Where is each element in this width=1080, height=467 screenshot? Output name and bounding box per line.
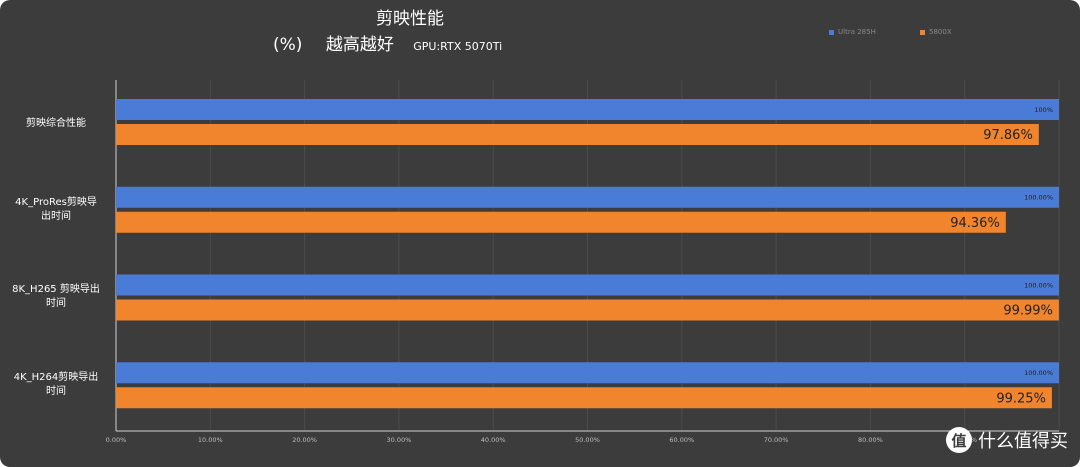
bar-series-2-cat-2 xyxy=(116,211,1006,233)
data-label-series-1-cat-3: 100.00% xyxy=(1024,281,1053,289)
category-label-1-line-1: 剪映综合性能 xyxy=(26,118,86,129)
category-label-4: 4K_H264剪映导出 时间 xyxy=(4,371,108,399)
bar-series-1-cat-2 xyxy=(116,186,1059,208)
category-label-2: 4K_ProRes剪映导 出时间 xyxy=(4,196,108,224)
bar-series-1-cat-1 xyxy=(116,99,1059,120)
data-label-series-2-cat-1: 97.86% xyxy=(983,128,1033,143)
category-label-3-line-2: 时间 xyxy=(46,298,66,309)
data-label-series-1-cat-2: 100.00% xyxy=(1024,194,1053,202)
x-tick-label-9: 80.00% xyxy=(858,436,883,444)
x-tick-label-7: 60.00% xyxy=(669,436,694,444)
x-tick-label-8: 70.00% xyxy=(764,436,789,444)
watermark-logo: 值 xyxy=(946,427,972,453)
category-label-3-line-1: 8K_H265 剪映导出 xyxy=(12,284,100,295)
subtitle-note: 越高越好 xyxy=(325,35,394,55)
watermark-text: 什么值得买 xyxy=(978,431,1068,452)
legend-item-series-1: Ultra 285H xyxy=(829,28,876,36)
bar-series-1-cat-3 xyxy=(116,274,1059,296)
legend-swatch-series-1 xyxy=(829,29,834,35)
subtitle-unit: (%) xyxy=(273,35,303,55)
legend-label-series-2: 5800X xyxy=(929,28,952,36)
gpu-note: GPU:RTX 5070Ti xyxy=(413,40,503,53)
watermark: 值 什么值得买 xyxy=(946,427,1068,453)
category-label-4-line-1: 4K_H264剪映导出 xyxy=(13,372,99,383)
category-label-4-line-2: 时间 xyxy=(46,386,66,397)
category-label-2-line-2: 出时间 xyxy=(41,211,71,222)
bar-series-2-cat-4 xyxy=(116,387,1052,409)
bar-series-2-cat-3 xyxy=(116,299,1059,321)
x-tick-label-3: 20.00% xyxy=(292,436,317,444)
x-tick-label-1: 0.00% xyxy=(106,436,127,444)
category-label-3: 8K_H265 剪映导出 时间 xyxy=(4,283,108,311)
data-label-series-1-cat-1: 100% xyxy=(1034,106,1053,114)
bar-series-2-cat-1 xyxy=(116,124,1039,145)
data-label-series-2-cat-2: 94.36% xyxy=(950,216,1000,231)
legend-swatch-series-2 xyxy=(920,29,925,35)
data-label-series-2-cat-3: 99.99% xyxy=(1003,304,1053,319)
x-tick-label-2: 10.00% xyxy=(198,436,223,444)
legend-item-series-2: 5800X xyxy=(920,28,952,36)
data-label-series-1-cat-4: 100.00% xyxy=(1024,369,1053,377)
x-tick-label-6: 50.00% xyxy=(575,436,600,444)
data-label-series-2-cat-4: 99.25% xyxy=(996,391,1046,406)
category-label-2-line-1: 4K_ProRes剪映导 xyxy=(15,197,97,208)
category-label-1: 剪映综合性能 xyxy=(4,117,108,131)
chart-title: 剪映性能 xyxy=(376,9,444,29)
x-tick-label-5: 40.00% xyxy=(481,436,506,444)
bar-series-1-cat-4 xyxy=(116,362,1059,384)
x-tick-label-4: 30.00% xyxy=(387,436,412,444)
legend-label-series-1: Ultra 285H xyxy=(838,28,876,36)
chart-subtitle: (%) 越高越好 GPU:RTX 5070Ti xyxy=(273,30,502,55)
